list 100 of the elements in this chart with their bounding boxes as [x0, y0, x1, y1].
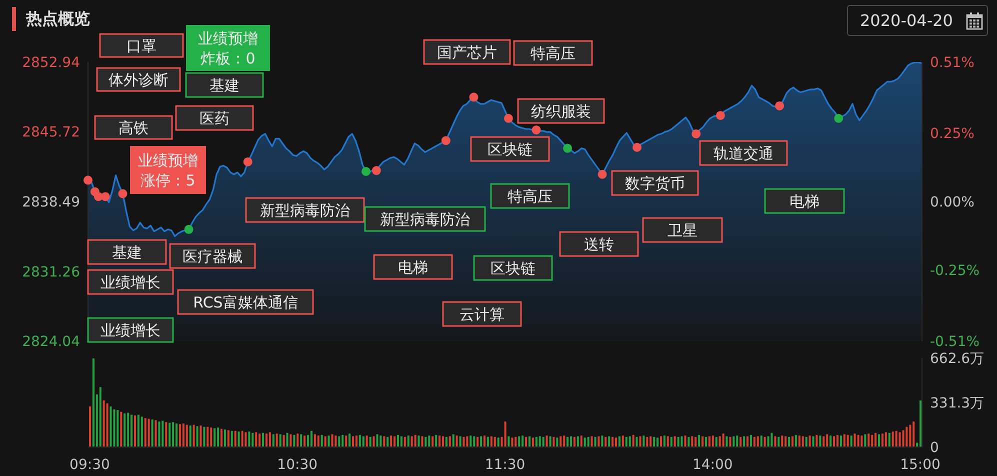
bar: [625, 436, 628, 447]
bar: [176, 423, 178, 447]
bar: [189, 426, 192, 447]
bar: [677, 436, 680, 447]
bar: [192, 424, 195, 447]
bar: [252, 432, 254, 447]
bar: [400, 436, 402, 447]
bar: [203, 426, 206, 447]
bar: [740, 436, 742, 447]
bar: [884, 432, 887, 447]
bar: [618, 436, 620, 447]
bar: [770, 432, 773, 447]
bar: [542, 436, 544, 447]
bar: [452, 434, 454, 447]
bar: [314, 434, 316, 447]
bar: [881, 434, 884, 447]
bar: [784, 436, 787, 447]
bar: [580, 436, 582, 447]
bar: [566, 436, 569, 447]
bar: [328, 436, 330, 447]
bar: [604, 436, 607, 447]
bar: [628, 436, 631, 447]
bar: [508, 436, 510, 447]
bar: [522, 436, 524, 447]
bar: [172, 422, 174, 447]
x-tick-label: 15:00: [900, 457, 940, 473]
bar: [846, 434, 849, 447]
bar: [293, 434, 296, 447]
bar: [140, 416, 143, 447]
bar: [612, 436, 614, 447]
bar: [307, 434, 310, 447]
bar: [92, 358, 94, 447]
bar: [792, 436, 794, 447]
bar: [726, 436, 728, 447]
bar: [840, 436, 842, 447]
bar: [646, 436, 648, 447]
bar: [830, 436, 832, 447]
bar: [345, 436, 348, 447]
bar: [718, 436, 721, 447]
bar: [857, 434, 860, 447]
bar: [642, 436, 645, 447]
bar: [162, 420, 164, 447]
bar: [538, 436, 541, 447]
bar: [407, 436, 410, 447]
bar: [394, 436, 396, 447]
bar: [808, 436, 811, 447]
bar: [369, 436, 372, 447]
bar: [684, 436, 686, 447]
bar: [124, 413, 126, 447]
bar: [691, 436, 694, 447]
bar: [833, 436, 836, 447]
bar: [708, 436, 710, 447]
bar: [383, 436, 386, 447]
bar: [210, 428, 212, 447]
bar: [380, 436, 382, 447]
bar: [296, 434, 299, 447]
bar: [743, 436, 746, 447]
bar: [760, 436, 762, 447]
bar: [812, 436, 814, 447]
bar: [778, 436, 780, 447]
bar: [868, 434, 870, 447]
bar: [794, 434, 797, 447]
bar: [227, 430, 230, 447]
bar: [310, 430, 312, 447]
bar: [334, 436, 337, 447]
bar: [563, 436, 566, 447]
bar: [608, 436, 610, 447]
bar: [448, 436, 451, 447]
bar: [220, 428, 222, 447]
bar: [424, 436, 427, 447]
bar: [127, 412, 130, 447]
bar: [715, 436, 718, 447]
bar: [490, 436, 492, 447]
bar: [230, 430, 233, 447]
x-tick-label: 11:30: [484, 457, 526, 473]
bar: [241, 430, 244, 447]
bar: [822, 436, 825, 447]
y-tick-label: 331.3万: [930, 396, 984, 412]
bar: [196, 426, 198, 447]
bar: [906, 426, 908, 447]
bar: [636, 436, 638, 447]
bar: [234, 430, 236, 447]
bar: [736, 436, 738, 447]
bar: [248, 432, 250, 447]
bar: [144, 418, 146, 447]
bar: [110, 406, 112, 447]
bar: [576, 436, 579, 447]
bar: [418, 436, 420, 447]
bar: [445, 436, 448, 447]
bar: [854, 434, 856, 447]
bar: [317, 436, 320, 447]
bar: [372, 436, 375, 447]
bar: [622, 436, 624, 447]
bar: [428, 436, 430, 447]
bar: [244, 432, 247, 447]
bar: [462, 436, 465, 447]
bar: [466, 436, 468, 447]
bar: [282, 434, 285, 447]
bar: [473, 436, 476, 447]
bar: [304, 436, 306, 447]
